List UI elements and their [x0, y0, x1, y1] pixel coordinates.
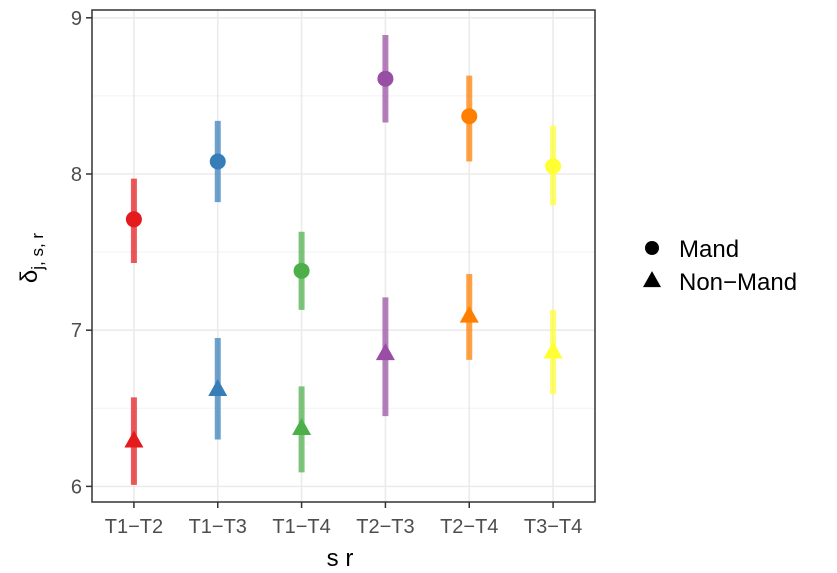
- data-point-circle: [293, 262, 310, 279]
- data-point-triangle: [375, 343, 395, 361]
- data-point-circle: [461, 108, 478, 125]
- data-point-triangle: [208, 379, 228, 397]
- x-tick-label: T2−T4: [440, 516, 498, 538]
- x-tick-label: T3−T4: [524, 516, 582, 538]
- y-tick-label: 6: [71, 476, 82, 498]
- legend: Mand Non−Mand: [643, 236, 797, 296]
- y-tick-label: 9: [71, 8, 82, 30]
- data-point-circle: [209, 153, 226, 170]
- legend-label: Mand: [679, 236, 739, 263]
- x-tick-label: T1−T3: [189, 516, 247, 538]
- plot-marks: [124, 34, 563, 485]
- x-axis-title: s r: [327, 545, 354, 572]
- axes: 6 7 8 9 T1−T2 T1−T3 T1−T4 T2−T3 T2−T4 T3−T4: [71, 8, 582, 538]
- y-axis-title-main: δ: [16, 270, 43, 283]
- legend-key-circle: [645, 241, 659, 255]
- data-point-circle: [377, 70, 394, 87]
- data-point-triangle: [543, 341, 563, 359]
- data-point-triangle: [124, 430, 144, 448]
- x-tick-label: T2−T3: [356, 516, 414, 538]
- data-point-triangle: [459, 305, 479, 323]
- x-tick-label: T1−T2: [105, 516, 163, 538]
- y-tick-label: 8: [71, 164, 82, 186]
- panel-border: [91, 9, 596, 503]
- legend-key-triangle: [643, 271, 661, 288]
- y-axis-title: δj, s, r: [16, 233, 47, 284]
- data-point-circle: [545, 158, 562, 175]
- y-tick-label: 7: [71, 320, 82, 342]
- grid: [92, 10, 595, 502]
- x-tick-label: T1−T4: [272, 516, 330, 538]
- y-axis-title-subscript: j, s, r: [28, 233, 47, 271]
- data-point-triangle: [292, 418, 312, 436]
- legend-label: Non−Mand: [679, 269, 797, 296]
- data-point-circle: [125, 211, 142, 228]
